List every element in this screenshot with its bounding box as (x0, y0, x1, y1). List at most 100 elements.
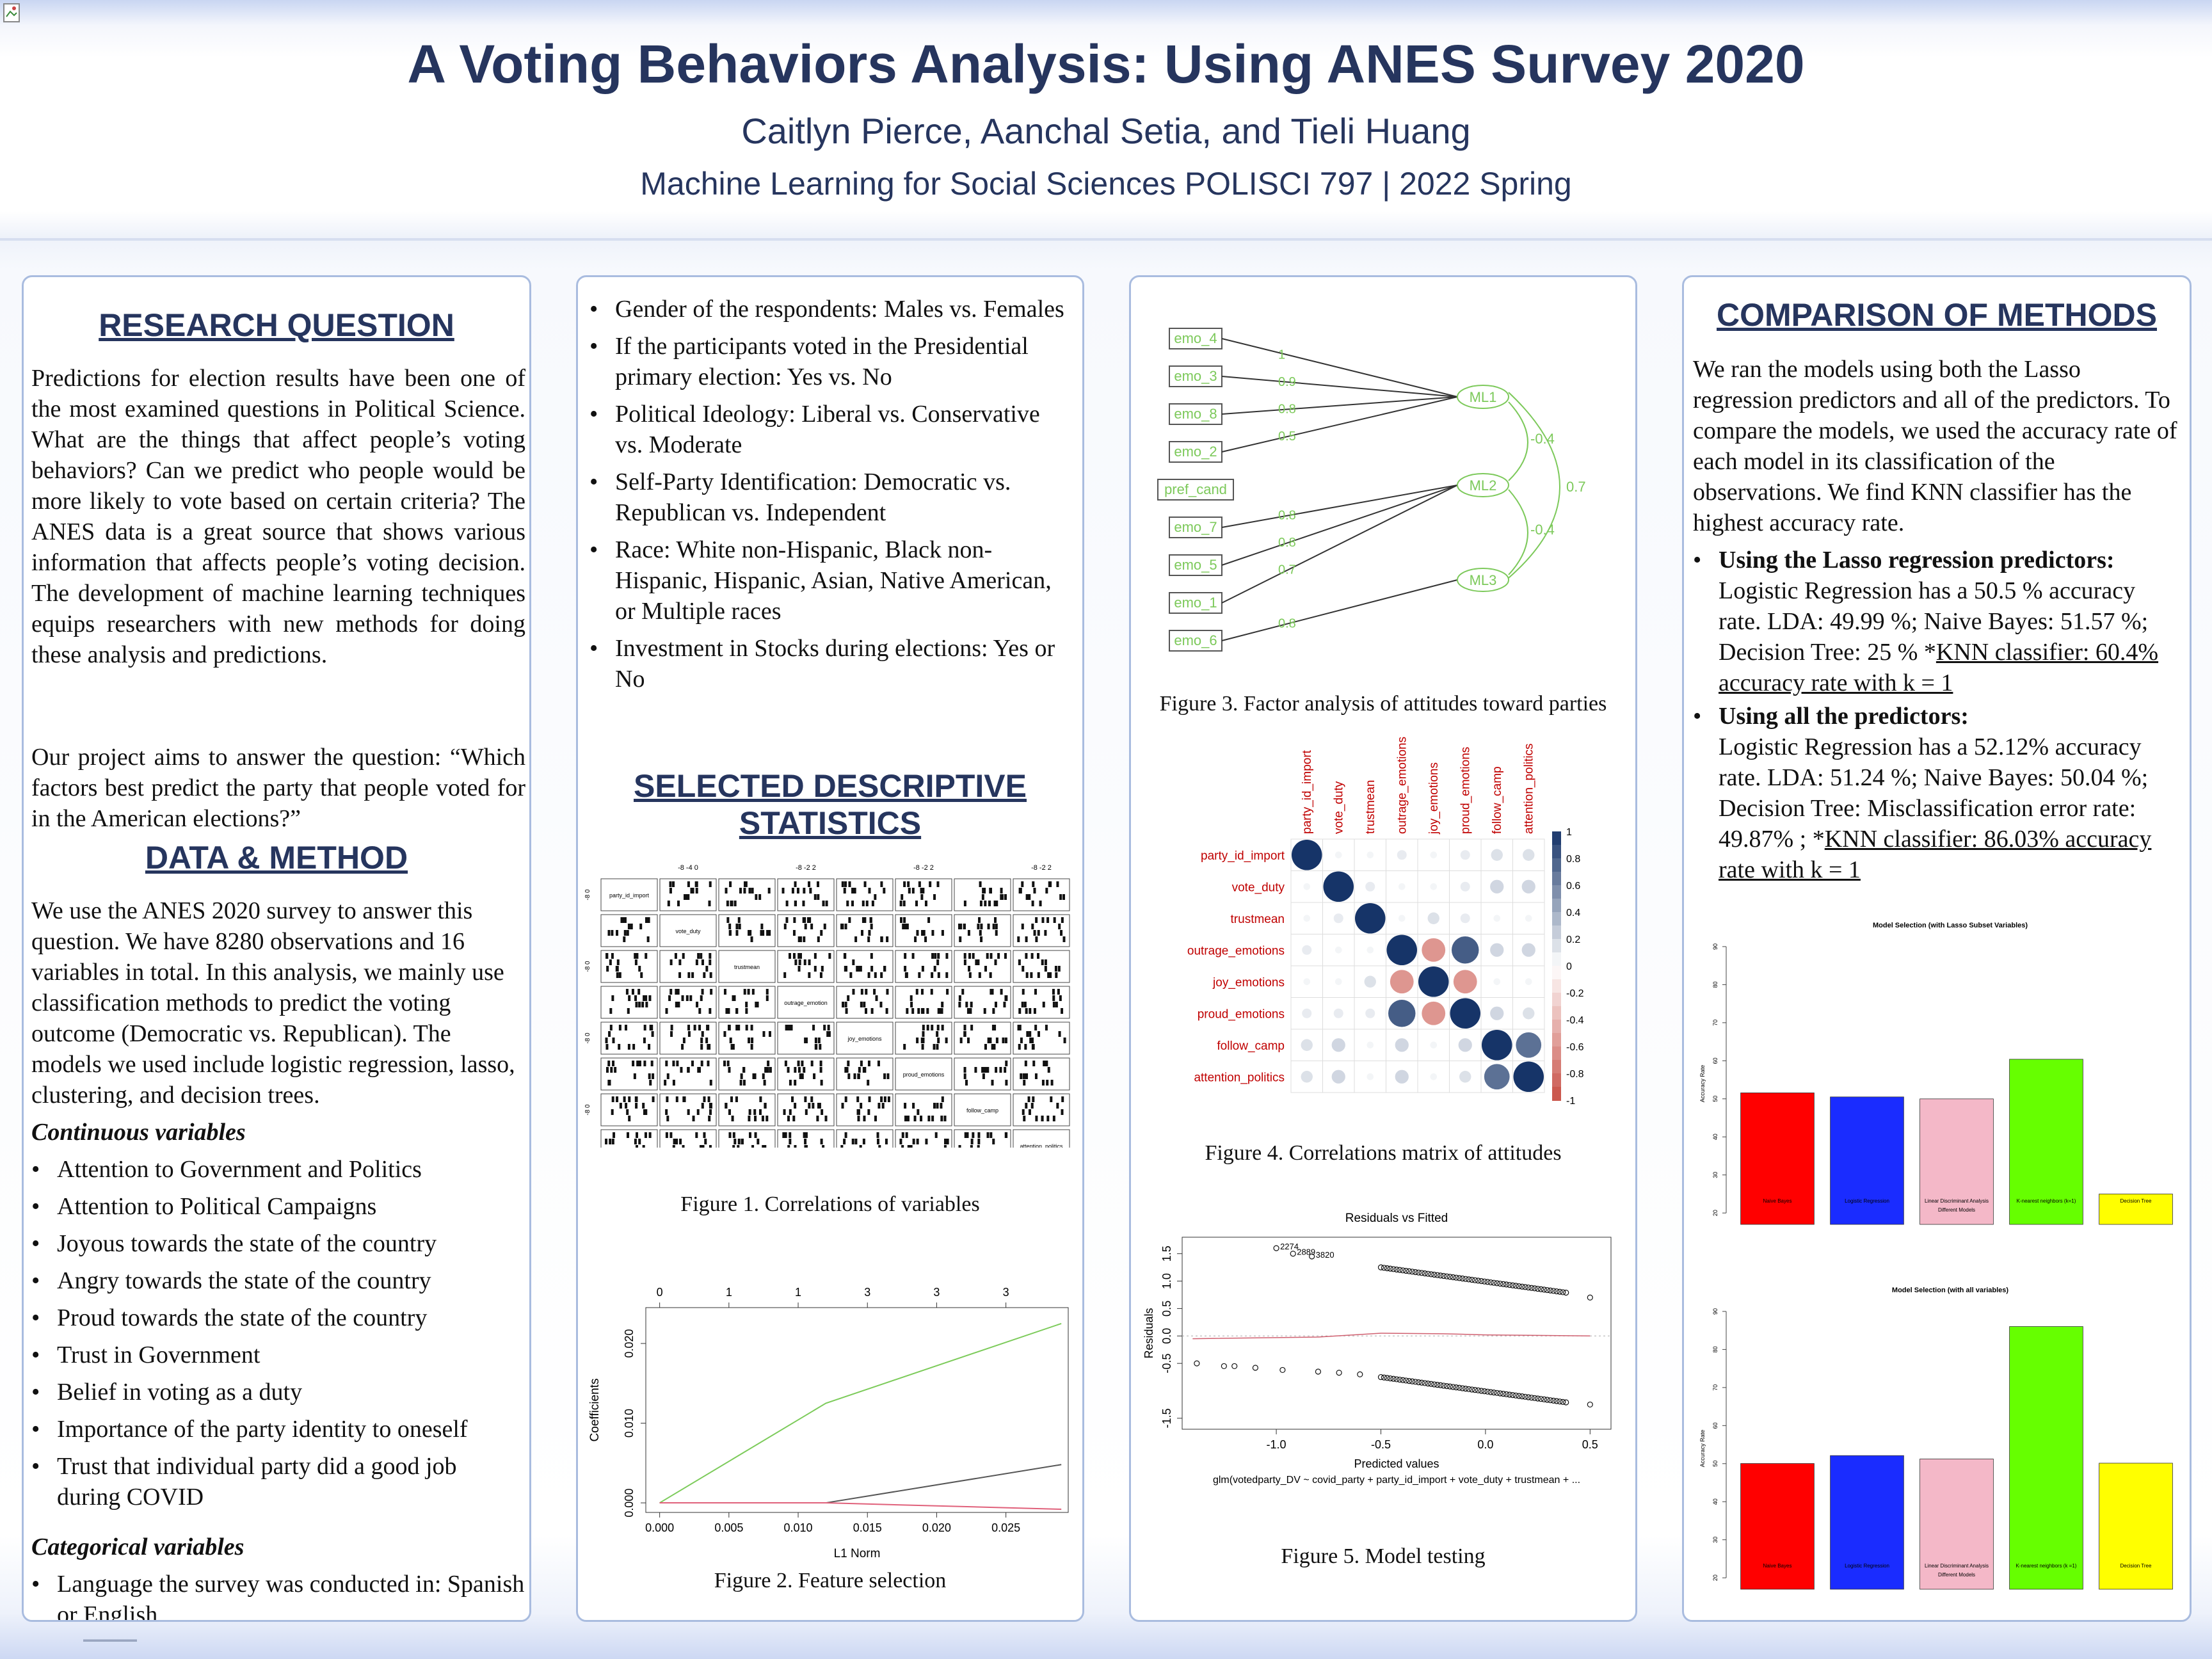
scatter-points (648, 1073, 651, 1079)
residual-point (1547, 1287, 1553, 1294)
residual-point (1550, 1288, 1557, 1294)
scatter-points (924, 936, 927, 942)
correlation-dot (1516, 1032, 1542, 1058)
scatter-points (687, 1109, 690, 1115)
scatter-points (814, 1044, 817, 1050)
scatter-points (903, 917, 906, 923)
scatter-points (921, 930, 924, 936)
lasso-result-text: Logistic Regression has a 50.5 % accurac… (1719, 577, 2149, 666)
correlation-dot (1302, 1008, 1312, 1018)
scatter-points (854, 936, 858, 942)
scatter-points (1027, 1096, 1030, 1102)
scatter-points (675, 1002, 678, 1007)
scatter-points (605, 1067, 609, 1073)
panel-research: RESEARCH QUESTION Predictions for electi… (22, 275, 531, 1622)
scatter-points (1023, 1002, 1027, 1007)
scatter-points (783, 1109, 786, 1115)
scatter-points (851, 901, 854, 906)
scatter-points (616, 959, 620, 965)
scatter-points (754, 1116, 757, 1121)
scatter-points (863, 1116, 866, 1121)
categorical-variables-heading: Categorical variables (31, 1534, 244, 1560)
all-knn-result: KNN classifier: 86.03% accuracy rate wit… (1719, 826, 2152, 883)
scatter-points (844, 1002, 847, 1007)
correlation-dot (1521, 943, 1535, 957)
x-axis-label: Different Models (1938, 1207, 1975, 1213)
column-label: follow_camp (1491, 766, 1504, 834)
top-tick-label: 0 (657, 1286, 663, 1299)
scatter-points (991, 989, 994, 995)
y-tick-label: 0.0 (1160, 1328, 1173, 1344)
scatter-points (861, 930, 864, 936)
scatter-points (638, 966, 641, 972)
scatter-points (1056, 1103, 1059, 1109)
scatter-points (787, 1067, 790, 1073)
scatter-points (886, 1073, 890, 1079)
scatter-points (741, 1139, 744, 1144)
residual-point (1409, 1269, 1416, 1275)
scatter-points (747, 989, 750, 995)
scatter-points (765, 989, 769, 995)
broken-image-icon (3, 3, 20, 22)
scatter-points (670, 1031, 673, 1037)
scatter-points (931, 1116, 934, 1121)
scatter-points (824, 1116, 828, 1121)
loading-arrow (1221, 396, 1458, 453)
correlation-dot (1301, 1039, 1313, 1051)
loading-value: 0.9 (1278, 375, 1296, 389)
scatter-points (1017, 936, 1020, 942)
scatter-points (670, 1025, 673, 1030)
residual-point (1587, 1294, 1593, 1301)
scatter-points (941, 1025, 944, 1030)
scatter-points (733, 1139, 737, 1144)
top-tick-label: 3 (933, 1286, 940, 1299)
row-label: proud_emotions (1198, 1007, 1285, 1021)
row-label: vote_duty (1232, 881, 1285, 894)
scatter-points (743, 989, 746, 995)
scatter-points (675, 1139, 678, 1144)
correlation-dot (1430, 851, 1438, 859)
scatter-points (764, 1145, 767, 1148)
scatter-points (687, 881, 690, 887)
scatter-points (698, 1025, 701, 1030)
color-scale-step (1552, 872, 1561, 886)
residual-point (1377, 1374, 1384, 1381)
scatter-points (848, 917, 851, 923)
matrix-cell (1480, 870, 1513, 903)
scatter-points (690, 888, 693, 894)
loading-arrow (1221, 579, 1458, 641)
scatter-points (847, 1073, 851, 1079)
list-item: Trust that individual party did a good j… (29, 1451, 525, 1512)
scatter-points (1030, 953, 1034, 959)
color-scale-step (1552, 899, 1561, 913)
scatter-points (643, 1061, 646, 1066)
scatter-points (876, 1139, 879, 1144)
indicator-box (1169, 592, 1222, 614)
scatter-points (664, 1080, 667, 1086)
scatter-points (867, 1080, 870, 1086)
color-scale-step (1552, 952, 1561, 966)
residual-point (1381, 1374, 1387, 1381)
scatter-points (959, 936, 962, 942)
color-scale-step (1552, 979, 1561, 993)
scatter-points (637, 989, 641, 995)
residual-point (1459, 1385, 1466, 1391)
scatter-points (691, 888, 694, 894)
scatter-points (813, 953, 817, 959)
scatter-points (862, 1139, 865, 1144)
correlation-dot (1430, 1041, 1438, 1049)
scatter-points (1031, 924, 1034, 929)
scatter-points (693, 1025, 696, 1030)
column-label: outrage_emotions (1395, 737, 1409, 834)
list-item: Language the survey was conducted in: Sp… (29, 1569, 525, 1620)
scatter-points (739, 1080, 742, 1086)
scatter-points (748, 930, 751, 936)
scatter-points (931, 1025, 934, 1030)
scatter-points (842, 1002, 845, 1007)
scatter-points (859, 966, 862, 972)
correlation-dot (1334, 851, 1342, 859)
bar (1740, 1463, 1815, 1590)
scatter-points (904, 1103, 907, 1109)
scatter-points (709, 959, 712, 965)
scatter-points (735, 930, 739, 936)
